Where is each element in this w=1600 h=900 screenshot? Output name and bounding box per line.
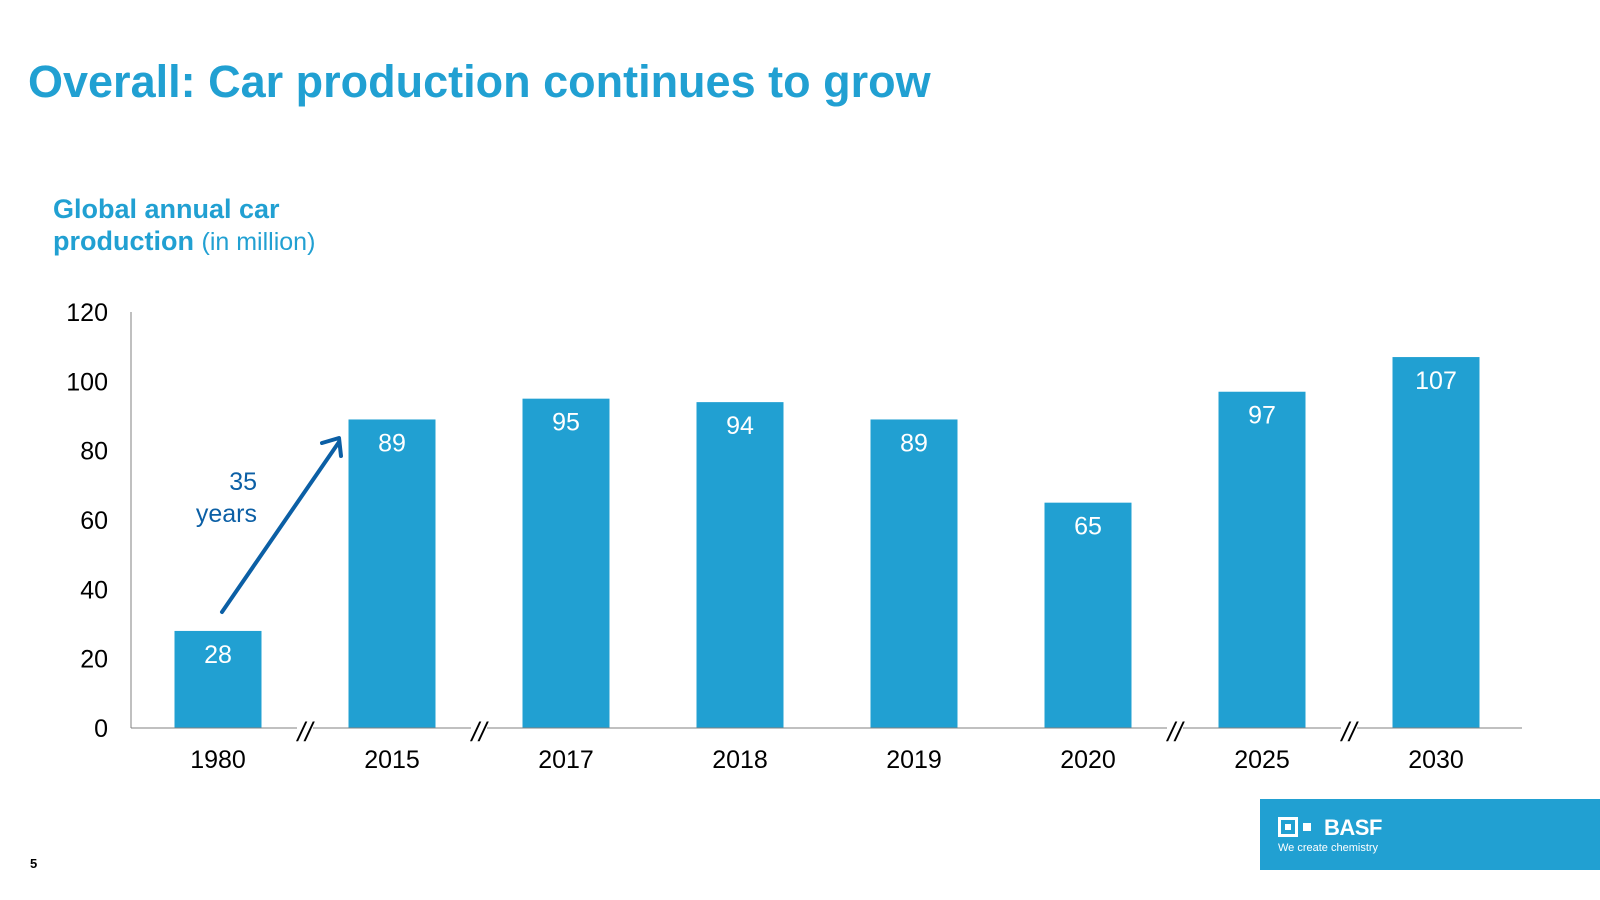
data-label-2015: 89 xyxy=(378,429,406,457)
x-tick-label-2017: 2017 xyxy=(538,746,594,774)
bars-group xyxy=(174,357,1480,728)
bar-1980 xyxy=(174,630,262,728)
data-label-2020: 65 xyxy=(1074,513,1102,541)
axis-break-gap xyxy=(1167,726,1183,730)
bar-2020 xyxy=(1044,502,1132,728)
axis-break-symbol: // xyxy=(1339,717,1359,747)
chart-label-unit: (in million) xyxy=(201,228,316,256)
axis-break-symbol: // xyxy=(295,717,315,747)
axis-break-symbol: // xyxy=(1165,717,1185,747)
basf-logo-icon xyxy=(1278,817,1311,837)
y-tick-label-20: 20 xyxy=(80,646,108,674)
slide-title: Overall: Car production continues to gro… xyxy=(28,56,931,107)
y-tick-label-0: 0 xyxy=(94,715,108,743)
axis-break-gap xyxy=(471,726,487,730)
y-tick-labels-group: 0 20 40 60 80 100 120 xyxy=(66,299,108,743)
bar-2025 xyxy=(1218,391,1306,728)
data-label-2017: 95 xyxy=(552,409,580,437)
bar-2019 xyxy=(870,419,958,728)
x-tick-label-1980: 1980 xyxy=(190,746,246,774)
x-tick-label-2025: 2025 xyxy=(1234,746,1290,774)
data-labels-group: 28 89 95 94 89 65 97 107 xyxy=(204,367,1457,669)
axis-break-gap xyxy=(297,726,313,730)
growth-annotation: 35 years xyxy=(196,436,343,614)
data-label-2019: 89 xyxy=(900,429,928,457)
growth-arrow-shaft xyxy=(220,440,341,614)
axis-break-gap xyxy=(1341,726,1357,730)
axis-breaks-group: // // // // xyxy=(295,717,1359,747)
y-tick-label-40: 40 xyxy=(80,576,108,604)
bar-2017 xyxy=(522,398,610,728)
x-tick-label-2030: 2030 xyxy=(1408,746,1464,774)
growth-arrow-head xyxy=(320,436,343,458)
bar-2030 xyxy=(1392,357,1480,728)
y-tick-label-100: 100 xyxy=(66,368,108,396)
annotation-line1: 35 xyxy=(229,468,257,496)
x-tick-label-2018: 2018 xyxy=(712,746,768,774)
x-tick-label-2019: 2019 xyxy=(886,746,942,774)
x-tick-label-2020: 2020 xyxy=(1060,746,1116,774)
bar-2018 xyxy=(696,402,784,728)
bar-2015 xyxy=(348,419,436,728)
bar-chart: 28 89 95 94 89 65 97 107 0 20 40 60 80 100 120 1980 20… xyxy=(66,299,1522,774)
data-label-2018: 94 xyxy=(726,412,754,440)
chart-label-strong: production xyxy=(53,226,194,256)
brand-box: BASF We create chemistry xyxy=(1260,799,1600,870)
brand-tagline: We create chemistry xyxy=(1278,842,1379,854)
chart-label-line1: Global annual car xyxy=(53,194,280,224)
page-number: 5 xyxy=(30,856,38,871)
data-label-1980: 28 xyxy=(204,641,232,669)
y-tick-label-60: 60 xyxy=(80,507,108,535)
x-tick-label-2015: 2015 xyxy=(364,746,420,774)
axis-break-symbol: // xyxy=(469,717,489,747)
chart-label: Global annual car production (in million… xyxy=(53,193,315,258)
brand-name: BASF xyxy=(1324,815,1382,840)
y-tick-label-80: 80 xyxy=(80,438,108,466)
data-label-2025: 97 xyxy=(1248,402,1276,430)
x-tick-labels-group: 1980 2015 2017 2018 2019 2020 2025 2030 xyxy=(190,746,1464,774)
annotation-line2: years xyxy=(196,500,257,528)
data-label-2030: 107 xyxy=(1415,367,1457,395)
y-tick-label-120: 120 xyxy=(66,299,108,327)
chart-label-line2: production (in million) xyxy=(53,225,315,258)
